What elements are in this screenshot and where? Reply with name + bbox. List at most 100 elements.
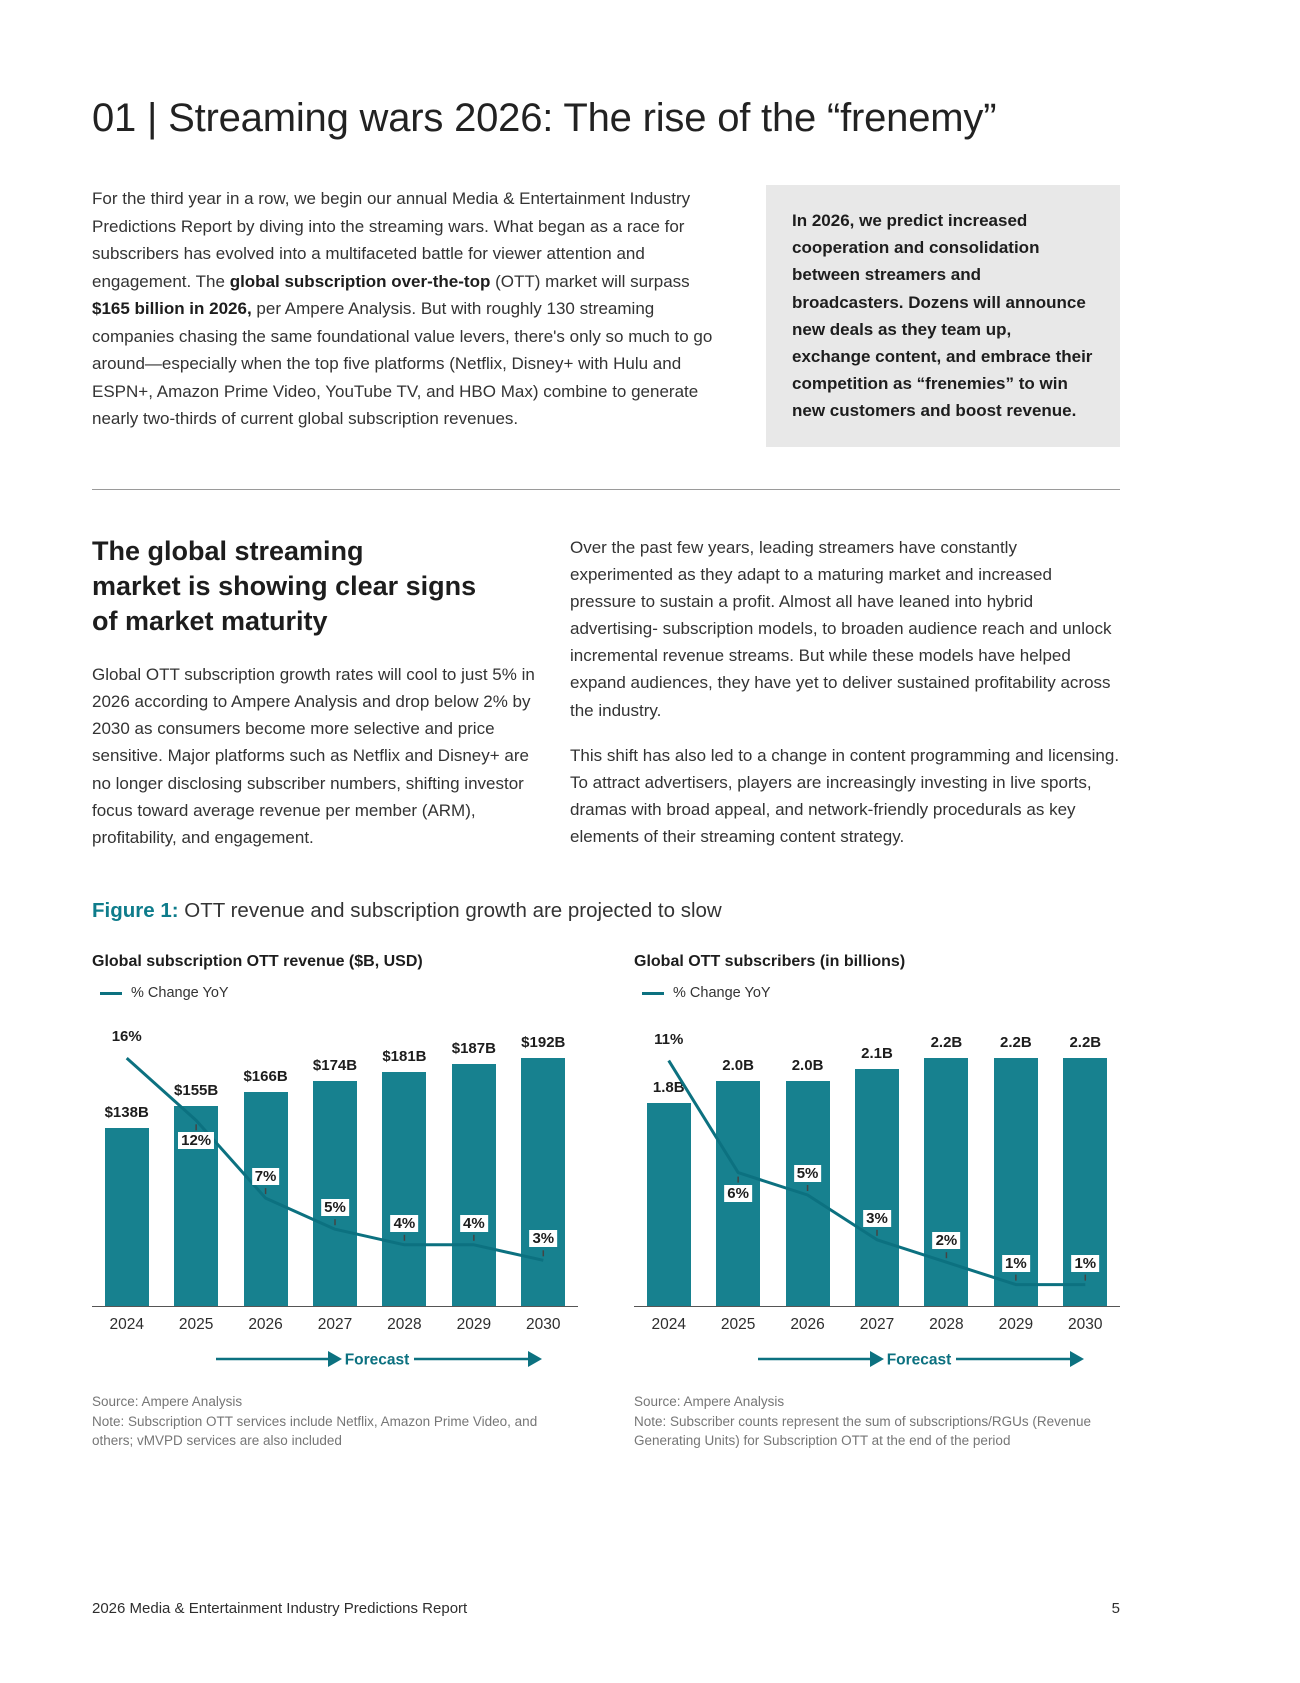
pct-change-label: 2% [932, 1232, 961, 1250]
pct-change-label: 1% [1002, 1254, 1030, 1272]
x-axis-label: 2026 [790, 1316, 825, 1334]
page-footer: 2026 Media & Entertainment Industry Pred… [92, 1600, 1120, 1617]
intro-bold-text: global subscription over-the-top [229, 271, 491, 291]
pct-change-label: 16% [108, 1028, 145, 1046]
forecast-label: Forecast [345, 1352, 410, 1369]
callout-box: In 2026, we predict increased cooperatio… [766, 185, 1120, 447]
arrowhead-icon [528, 1351, 542, 1368]
pct-change-label: 4% [460, 1214, 488, 1232]
note-line: Note: Subscriber counts represent the su… [634, 1413, 1091, 1449]
bar-value-label: 2.2B [930, 1034, 963, 1052]
right-column: Over the past few years, leading streame… [570, 534, 1120, 852]
pct-change-label: 7% [251, 1168, 280, 1186]
chart-title: Global OTT subscribers (in billions) [634, 953, 906, 971]
legend-label: % Change YoY [673, 985, 771, 1002]
bar-2024 [104, 1128, 149, 1307]
bar-value-label: $192B [521, 1034, 566, 1052]
bar-value-label: 2.2B [1069, 1034, 1102, 1052]
forecast-label: Forecast [887, 1352, 952, 1369]
bar-2030 [521, 1058, 566, 1307]
source-line: Source: Ampere Analysis [92, 1394, 243, 1410]
x-axis-label: 2024 [109, 1316, 144, 1334]
x-axis-label: 2030 [526, 1316, 561, 1334]
x-axis-label: 2030 [1068, 1316, 1103, 1334]
right-column-paragraph-2: This shift has also led to a change in c… [570, 745, 1120, 847]
page-title: 01 | Streaming wars 2026: The rise of th… [92, 96, 997, 140]
pct-change-label: 11% [651, 1030, 687, 1048]
intro-text: (OTT) market will surpass [490, 271, 690, 291]
forecast-arrow-icon: Forecast [216, 1351, 542, 1369]
bar-value-label: 2.0B [722, 1057, 754, 1075]
pct-change-label: 1% [1071, 1254, 1100, 1272]
bar-value-label: $187B [451, 1040, 496, 1058]
x-axis-label: 2024 [651, 1316, 686, 1334]
bar-2028 [382, 1072, 427, 1307]
chart-legend: % Change YoY [642, 985, 1120, 1001]
bar-value-label: 2.0B [791, 1057, 824, 1075]
pct-change-label: 6% [724, 1184, 752, 1202]
chart-legend: % Change YoY [100, 985, 578, 1001]
bar-value-label: 2.1B [861, 1045, 893, 1063]
x-axis-labels: 2024 2025 2026 2027 2028 2029 2030 [92, 1316, 578, 1334]
bar-2024 [646, 1103, 691, 1307]
note-line: Note: Subscription OTT services include … [92, 1413, 538, 1449]
bar-value-label: $181B [382, 1048, 427, 1066]
chart-ott-revenue: Global subscription OTT revenue ($B, USD… [92, 953, 578, 1451]
bar-value-label: $155B [174, 1082, 219, 1100]
x-axis-label: 2027 [859, 1316, 895, 1334]
line-series-swatch-icon [100, 991, 122, 995]
intro-bold-text: $165 billion in 2026, [92, 299, 252, 319]
chart-source-note: Source: Ampere Analysis Note: Subscripti… [92, 1392, 578, 1451]
charts: Global subscription OTT revenue ($B, USD… [92, 953, 1120, 1451]
pct-change-line [667, 1059, 1087, 1287]
bar-value-label: $166B [243, 1068, 288, 1086]
left-column: The global streaming market is showing c… [92, 534, 544, 852]
bar-value-label: 1.8B [652, 1079, 685, 1097]
chart-plot-area: 1.8B 2.0B 2.0B 2.1B 2.2B 2.2B 2.2B 11% 6% 5% 3% 2% 1… [634, 1017, 1120, 1308]
bar-2028 [924, 1058, 969, 1307]
x-axis-labels: 2024 2025 2026 2027 2028 2029 2030 [634, 1316, 1120, 1334]
pct-change-label: 3% [863, 1209, 891, 1227]
x-axis-label: 2025 [178, 1316, 214, 1334]
x-axis-label: 2029 [998, 1316, 1034, 1334]
bar-2029 [451, 1064, 496, 1307]
intro-text: per Ampere Analysis. But with roughly 13… [92, 299, 713, 429]
footer-report-title: 2026 Media & Entertainment Industry Pred… [92, 1600, 468, 1617]
arrowhead-icon [328, 1351, 342, 1368]
forecast-arrow: Forecast [92, 1346, 578, 1372]
pct-change-line [125, 1057, 545, 1262]
pct-change-label: 5% [793, 1165, 822, 1183]
x-axis-label: 2029 [456, 1316, 492, 1334]
maturity-section: The global streaming market is showing c… [92, 534, 1120, 852]
x-axis-label: 2027 [317, 1316, 353, 1334]
chart-title: Global subscription OTT revenue ($B, USD… [92, 953, 423, 971]
legend-label: % Change YoY [131, 985, 229, 1002]
pct-change-label: 3% [529, 1230, 558, 1248]
pct-change-label: 4% [390, 1214, 419, 1232]
section-divider [92, 488, 1120, 490]
arrowhead-icon [870, 1351, 884, 1368]
x-axis-label: 2028 [929, 1316, 964, 1334]
figure-caption: Figure 1: OTT revenue and subscription g… [92, 899, 1120, 923]
left-column-paragraph: Global OTT subscription growth rates wil… [92, 664, 535, 847]
bar-2027 [855, 1069, 899, 1307]
x-axis-label: 2025 [720, 1316, 756, 1334]
bar-2027 [313, 1081, 357, 1307]
source-line: Source: Ampere Analysis [634, 1394, 785, 1410]
line-series-swatch-icon [642, 991, 664, 995]
intro-section: For the third year in a row, we begin ou… [92, 185, 1120, 447]
right-column-paragraph-1: Over the past few years, leading streame… [570, 537, 1112, 720]
figure-caption-text: OTT revenue and subscription growth are … [184, 899, 722, 923]
x-axis-label: 2026 [248, 1316, 283, 1334]
section-heading: The global streaming market is showing c… [92, 535, 477, 636]
chart-ott-subscribers: Global OTT subscribers (in billions) % C… [634, 953, 1120, 1451]
pct-change-label: 5% [321, 1199, 349, 1217]
intro-paragraph: For the third year in a row, we begin ou… [92, 185, 732, 447]
forecast-arrow-icon: Forecast [758, 1351, 1084, 1369]
intro-text: For the third year in a row, we begin ou… [92, 189, 691, 291]
figure-label: Figure 1: [92, 899, 179, 923]
forecast-arrow: Forecast [634, 1346, 1120, 1372]
arrowhead-icon [1070, 1351, 1084, 1368]
pct-change-label: 12% [178, 1132, 215, 1150]
